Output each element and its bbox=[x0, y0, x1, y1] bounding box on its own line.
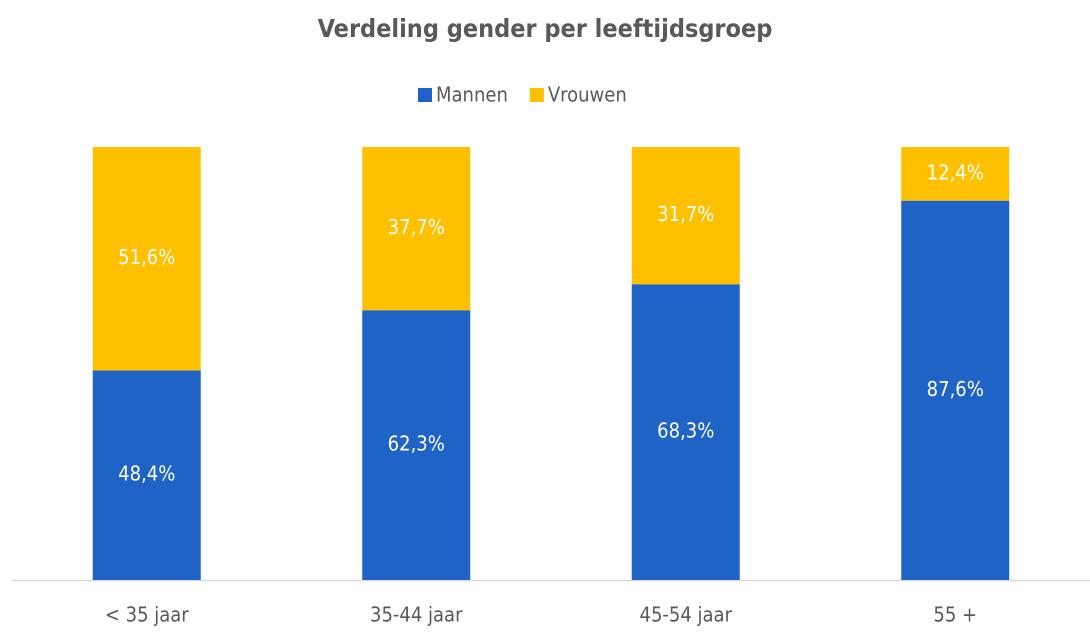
x-tick-label: 35-44 jaar bbox=[370, 603, 463, 627]
bar-segment bbox=[631, 147, 740, 285]
data-label: 48,4% bbox=[118, 462, 175, 486]
data-label: 87,6% bbox=[927, 377, 984, 401]
bar-segment bbox=[92, 370, 201, 580]
bar-segment bbox=[92, 147, 201, 371]
bar-segment bbox=[631, 284, 740, 580]
legend-label: Vrouwen bbox=[548, 83, 627, 107]
chart-title: Verdeling gender per leeftijdsgroep bbox=[318, 14, 773, 43]
bar-segment bbox=[901, 147, 1010, 201]
data-label: 68,3% bbox=[657, 419, 714, 443]
x-tick-label: < 35 jaar bbox=[105, 603, 189, 627]
bar-segment bbox=[901, 200, 1010, 580]
legend-swatch bbox=[529, 88, 544, 102]
bar-segment bbox=[362, 310, 471, 580]
data-label: 37,7% bbox=[388, 215, 445, 239]
x-tick-label: 55 + bbox=[933, 603, 977, 627]
legend-swatch bbox=[418, 88, 432, 102]
data-label: 12,4% bbox=[927, 160, 984, 184]
data-label: 31,7% bbox=[657, 202, 714, 226]
x-tick-label: 45-54 jaar bbox=[640, 603, 733, 627]
data-label: 51,6% bbox=[118, 245, 175, 269]
data-label: 62,3% bbox=[388, 432, 445, 456]
bar-segment bbox=[362, 147, 471, 311]
legend-label: Mannen bbox=[436, 83, 508, 107]
